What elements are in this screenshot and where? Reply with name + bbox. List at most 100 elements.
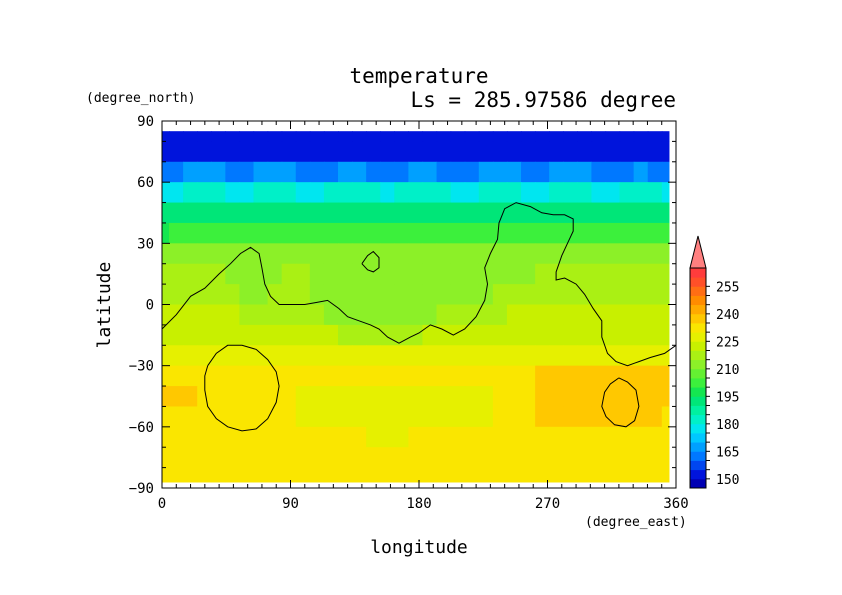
x-axis-label: longitude (370, 537, 468, 558)
heat-cell (267, 284, 283, 306)
heat-cell (521, 284, 536, 306)
heat-cell (253, 365, 269, 387)
heat-cell (281, 426, 297, 448)
heat-cell (309, 182, 325, 204)
heat-cell (605, 284, 621, 306)
heat-cell (267, 141, 283, 163)
heat-cell (352, 304, 367, 326)
heat-cell (633, 386, 649, 408)
heat-cell (239, 447, 255, 471)
heat-cell (535, 386, 550, 408)
heat-cell (436, 406, 452, 428)
heat-cell (591, 202, 607, 224)
heat-cell (591, 447, 607, 471)
heat-cell (436, 161, 452, 183)
heat-cell (169, 406, 184, 428)
heat-cell (183, 365, 198, 387)
heat-cell (169, 284, 184, 306)
heat-cell (605, 406, 621, 428)
heat-cell (563, 141, 578, 163)
legend-swatch (690, 304, 706, 315)
heat-cell (506, 469, 522, 483)
heat-cell (225, 222, 241, 244)
heat-cell (450, 161, 466, 183)
heat-cell (239, 243, 255, 265)
legend-swatch (690, 387, 706, 397)
topography-contours (161, 202, 677, 432)
heat-cell (492, 386, 508, 408)
heat-cell (281, 222, 297, 244)
heat-cell (183, 131, 198, 142)
heat-cell (605, 365, 621, 387)
heat-cell (661, 161, 670, 183)
heat-cell (394, 304, 409, 326)
legend-swatch (690, 313, 706, 324)
heat-cell (549, 161, 564, 183)
heat-cell (162, 182, 170, 204)
heat-cell (422, 243, 438, 265)
heat-cell (492, 324, 508, 346)
heat-cell (464, 365, 480, 387)
heat-cell (549, 406, 564, 428)
heat-cell (380, 131, 395, 142)
heat-cell (239, 426, 255, 448)
heat-cell (506, 263, 522, 285)
heat-cell (380, 406, 395, 428)
heat-cell (408, 426, 424, 448)
y-axis-label: latitude (94, 262, 115, 349)
y-tick-label: 0 (146, 298, 154, 314)
heat-cell (352, 243, 367, 265)
heat-cell (464, 426, 480, 448)
heat-cell (225, 345, 241, 367)
heat-cell (492, 406, 508, 428)
heat-cell (591, 141, 607, 163)
heat-cell (337, 386, 353, 408)
heat-cell (549, 426, 564, 448)
heat-cell (521, 141, 536, 163)
heat-cell (239, 469, 255, 483)
heat-cell (422, 182, 438, 204)
heat-cell (492, 345, 508, 367)
heat-cell (211, 131, 226, 142)
heat-cell (535, 222, 550, 244)
heat-cell (225, 131, 241, 142)
heat-cell (309, 365, 325, 387)
heat-cell (281, 284, 297, 306)
heat-cell (563, 182, 578, 204)
heat-cell (225, 161, 241, 183)
heat-cell (492, 469, 508, 483)
heat-cell (577, 141, 593, 163)
heat-cell (267, 406, 283, 428)
heat-cell (591, 324, 607, 346)
heat-cell (450, 202, 466, 224)
heat-cell (337, 182, 353, 204)
plot-axes: 0 90 180 270 360 90 60 30 0 −30 −60 −90 (129, 114, 689, 512)
heat-cell (492, 243, 508, 265)
heat-cell (661, 469, 670, 483)
heat-cell (337, 324, 353, 346)
heat-cell (521, 161, 536, 183)
heat-cell (577, 447, 593, 471)
heat-cell (281, 469, 297, 483)
heat-cell (394, 469, 409, 483)
heat-cell (464, 243, 480, 265)
heat-cell (577, 324, 593, 346)
heat-cell (169, 263, 184, 285)
heat-cell (162, 161, 170, 183)
heat-cell (506, 284, 522, 306)
heat-cell (162, 426, 170, 448)
heat-cell (464, 447, 480, 471)
heat-cell (521, 131, 536, 142)
heat-cell (267, 426, 283, 448)
contour-line (161, 202, 677, 367)
heat-cell (162, 469, 170, 483)
heat-cell (619, 304, 635, 326)
heat-cell (591, 426, 607, 448)
heat-cell (633, 324, 649, 346)
heat-cell (408, 222, 424, 244)
heat-cell (183, 324, 198, 346)
heat-cell (450, 426, 466, 448)
heat-cell (619, 426, 635, 448)
heat-cell (605, 243, 621, 265)
